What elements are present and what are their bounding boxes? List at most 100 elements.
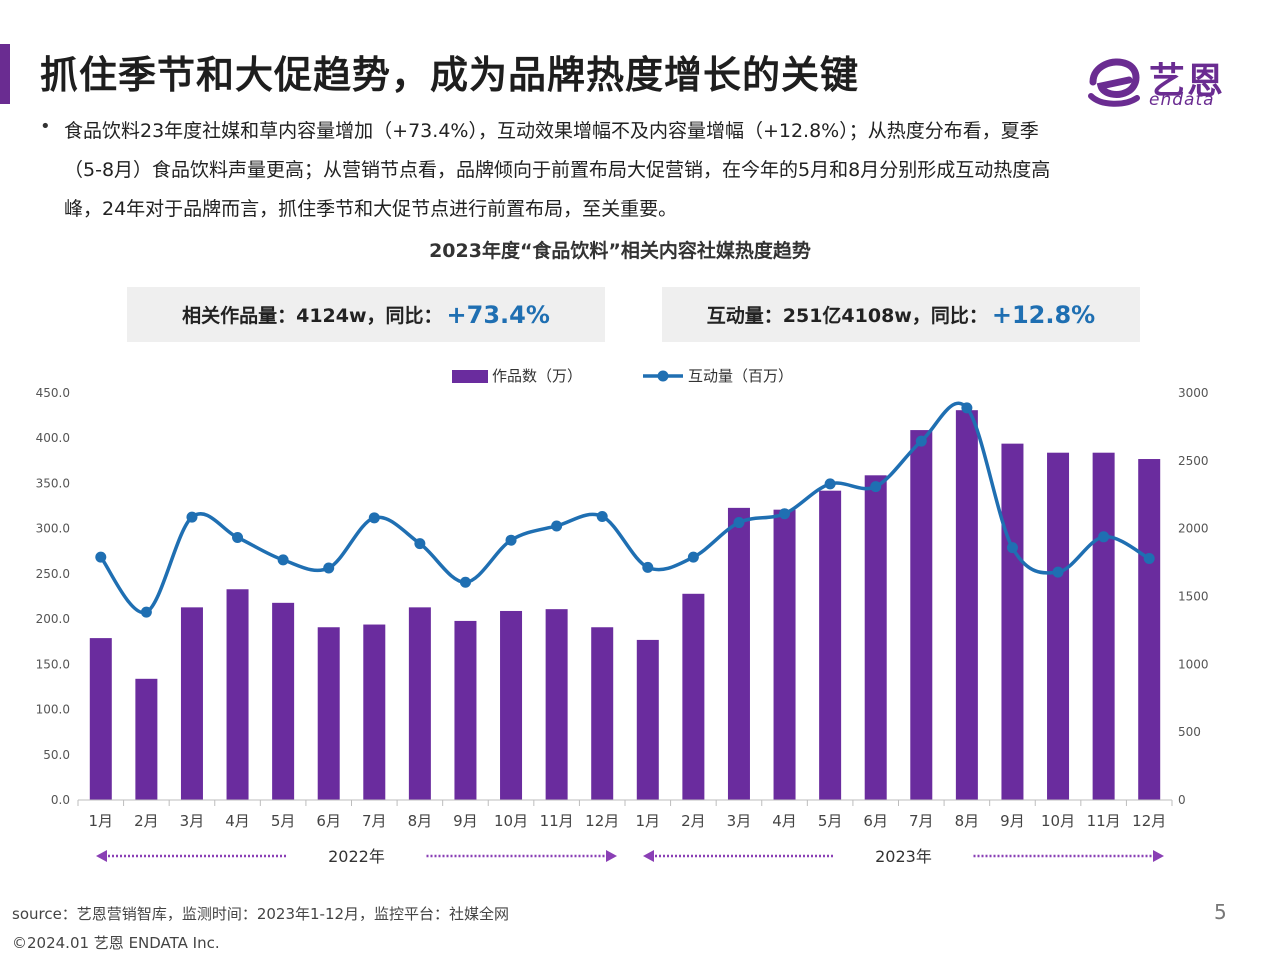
interaction-point <box>779 508 791 520</box>
y-left-tick-label: 300.0 <box>36 522 70 536</box>
x-tick-label: 7月 <box>909 812 934 830</box>
interaction-line <box>99 401 1151 615</box>
bar <box>500 610 523 800</box>
interaction-point <box>1052 566 1064 578</box>
bar <box>727 507 750 800</box>
works-stat-value: +73.4% <box>446 300 550 329</box>
interaction-point <box>414 538 426 550</box>
x-tick-label: 4月 <box>225 812 250 830</box>
y-left-tick-label: 400.0 <box>36 431 70 445</box>
bar <box>1092 452 1115 800</box>
y-left-tick-label: 100.0 <box>36 703 70 717</box>
y-left-tick-label: 50.0 <box>43 748 70 762</box>
y-left-tick-label: 450.0 <box>36 386 70 400</box>
interaction-point <box>323 562 335 574</box>
x-tick-label: 10月 <box>1041 812 1075 830</box>
interaction-point <box>733 517 745 529</box>
interaction-point <box>824 478 836 490</box>
year-group-label: 2022年 <box>328 847 385 866</box>
brand-logo: 艺恩 endata <box>1085 56 1245 116</box>
bar <box>1138 459 1161 800</box>
interaction-point <box>961 402 973 414</box>
x-tick-label: 4月 <box>772 812 797 830</box>
trend-chart: 0.0 50.0 100.0 150.0 200.0 250.0 300.0 350.0 400… <box>36 367 1209 866</box>
x-tick-label: 12月 <box>585 812 619 830</box>
y-left-tick-label: 200.0 <box>36 612 70 626</box>
bar <box>317 627 340 800</box>
bar <box>819 490 842 800</box>
interaction-point <box>459 576 471 588</box>
legend-swatch-bars <box>452 370 488 383</box>
interaction-point <box>232 531 244 543</box>
bar <box>135 678 158 800</box>
page-title: 抓住季节和大促趋势，成为品牌热度增长的关键 <box>40 53 860 97</box>
x-tick-label: 3月 <box>180 812 205 830</box>
x-tick-label: 6月 <box>316 812 341 830</box>
interaction-stat-box: 互动量：251亿4108w，同比： +12.8% <box>662 287 1140 342</box>
y-right-tick-label: 1500 <box>1178 590 1209 604</box>
x-tick-label: 5月 <box>818 812 843 830</box>
year-arrow-left-head <box>643 850 654 862</box>
x-tick-label: 3月 <box>727 812 752 830</box>
logo-text-cn: 艺恩 <box>1149 61 1226 102</box>
works-stat-box: 相关作品量：4124w，同比： +73.4% <box>127 287 605 342</box>
interaction-point <box>368 512 380 524</box>
year-arrow-right-head <box>606 850 617 862</box>
endata-logo-icon <box>1088 58 1140 107</box>
bar <box>180 607 203 800</box>
page-number: 5 <box>1214 900 1227 924</box>
summary-text: 食品饮料23年度社媒和草内容量增加（+73.4%），互动效果增幅不及内容量增幅（… <box>64 120 1051 220</box>
bullet-marker: • <box>40 116 51 137</box>
interaction-point <box>870 481 882 493</box>
x-tick-label: 2月 <box>134 812 159 830</box>
interaction-point <box>1143 553 1155 565</box>
bar <box>363 624 386 800</box>
copyright-note: ©2024.01 艺恩 ENDATA Inc. <box>12 934 220 952</box>
y-right-tick-label: 2500 <box>1178 454 1209 468</box>
chart-title: 2023年度“食品饮料”相关内容社媒热度趋势 <box>429 240 811 262</box>
x-tick-label: 12月 <box>1132 812 1166 830</box>
x-tick-label: 5月 <box>271 812 296 830</box>
y-right-tick-label: 1000 <box>1178 657 1209 671</box>
bar <box>636 639 659 800</box>
y-right-tick-label: 2000 <box>1178 522 1209 536</box>
interaction-stat-value: +12.8% <box>991 300 1096 329</box>
title-accent-bar <box>0 44 10 104</box>
bar <box>545 609 568 800</box>
year-arrow-left-head <box>96 850 107 862</box>
legend-swatch-line-marker <box>657 370 669 382</box>
y-right-tick-label: 0 <box>1178 793 1186 807</box>
legend-label-bars: 作品数（万） <box>492 367 582 385</box>
x-tick-label: 11月 <box>540 812 574 830</box>
interaction-stat-label: 互动量：251亿4108w，同比： <box>706 305 988 327</box>
bar <box>454 620 477 800</box>
logo-text-en: endata <box>1149 90 1215 110</box>
y-left-tick-label: 150.0 <box>36 657 70 671</box>
interaction-point <box>1006 542 1018 554</box>
year-arrow-right-head <box>1153 850 1164 862</box>
bar <box>408 607 431 800</box>
interaction-point <box>915 435 927 447</box>
source-note: source：艺恩营销智库，监测时间：2023年1-12月，监控平台：社媒全网 <box>12 905 510 923</box>
bar <box>272 602 295 800</box>
interaction-point <box>186 511 198 523</box>
bar <box>1001 443 1024 800</box>
legend-label-line: 互动量（百万） <box>688 367 793 385</box>
x-tick-label: 2月 <box>681 812 706 830</box>
y-right-tick-label: 3000 <box>1178 386 1209 400</box>
x-tick-label: 6月 <box>863 812 888 830</box>
y-left-tick-label: 0.0 <box>51 793 70 807</box>
interaction-point <box>277 554 289 566</box>
bar <box>864 475 887 800</box>
x-tick-label: 1月 <box>89 812 114 830</box>
bar <box>591 627 614 800</box>
works-stat-label: 相关作品量：4124w，同比： <box>182 305 443 327</box>
interaction-point <box>505 534 517 546</box>
y-right-tick-label: 500 <box>1178 725 1201 739</box>
interaction-point <box>1098 531 1110 543</box>
y-left-tick-label: 250.0 <box>36 567 70 581</box>
bar <box>1047 452 1070 800</box>
interaction-point <box>642 561 654 573</box>
x-tick-label: 10月 <box>494 812 528 830</box>
interaction-point <box>551 520 563 532</box>
